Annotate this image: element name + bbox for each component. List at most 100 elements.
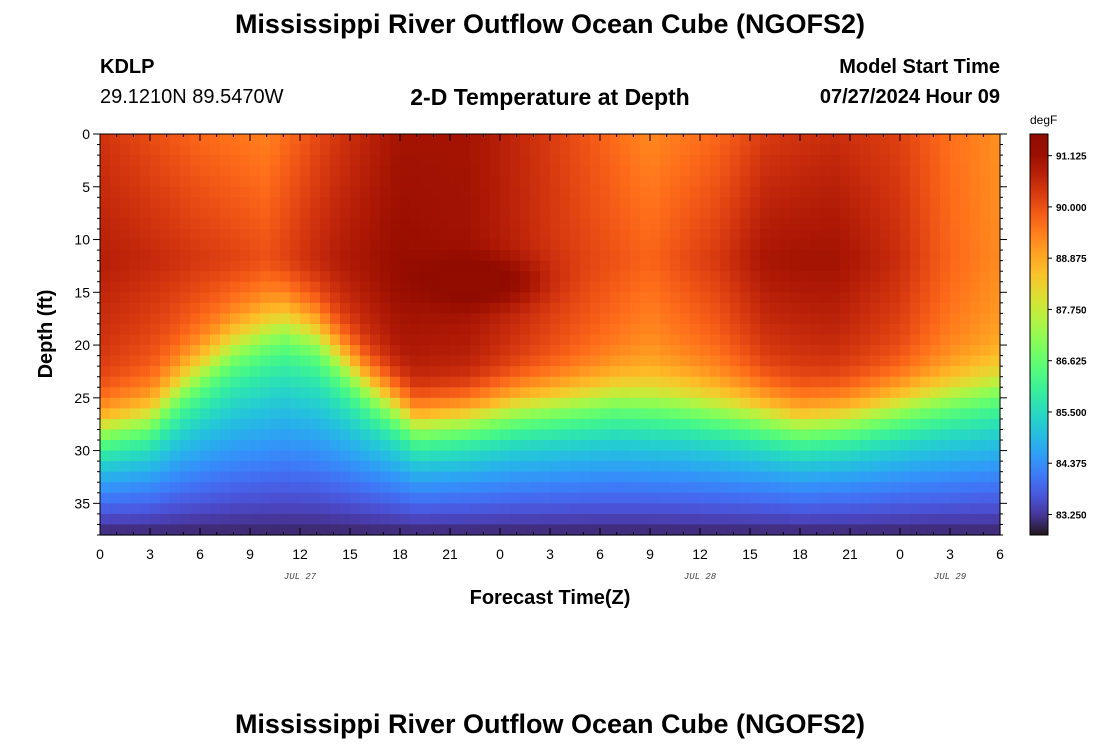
colorbar-tick-label: 90.000 bbox=[1056, 203, 1087, 214]
heat-cell bbox=[450, 376, 461, 388]
heat-cell bbox=[100, 408, 111, 420]
heat-cell bbox=[480, 387, 491, 399]
heat-cell bbox=[280, 176, 291, 188]
heat-cell bbox=[650, 165, 661, 177]
heat-cell bbox=[110, 228, 121, 241]
heat-cell bbox=[990, 513, 1001, 526]
heat-cell bbox=[240, 239, 251, 251]
heat-cell bbox=[410, 207, 421, 220]
heat-cell bbox=[230, 144, 241, 156]
heat-cell bbox=[450, 155, 461, 167]
heat-cell bbox=[880, 197, 891, 209]
heat-cell bbox=[530, 471, 541, 483]
heat-cell bbox=[530, 450, 541, 462]
heat-cell bbox=[560, 334, 571, 346]
heat-cell bbox=[700, 323, 711, 336]
heat-cell bbox=[860, 492, 871, 504]
heat-cell bbox=[620, 482, 631, 494]
heat-cell bbox=[200, 260, 211, 272]
heat-cell bbox=[940, 186, 951, 198]
heat-cell bbox=[650, 334, 661, 346]
heat-cell bbox=[820, 176, 831, 188]
heat-cell bbox=[230, 302, 241, 314]
heat-cell bbox=[620, 302, 631, 314]
heat-cell bbox=[890, 228, 901, 241]
heat-cell bbox=[530, 165, 541, 177]
heat-cell bbox=[420, 165, 431, 177]
heat-cell bbox=[100, 197, 111, 209]
heat-cell bbox=[230, 482, 241, 494]
heat-cell bbox=[620, 440, 631, 452]
heat-cell bbox=[770, 482, 781, 494]
heat-cell bbox=[890, 165, 901, 177]
heat-cell bbox=[200, 440, 211, 452]
heat-cell bbox=[400, 197, 411, 209]
heat-cell bbox=[160, 503, 171, 515]
heat-cell bbox=[360, 355, 371, 367]
heat-cell bbox=[130, 165, 141, 177]
heat-cell bbox=[920, 302, 931, 314]
heat-cell bbox=[100, 271, 111, 283]
heat-cell bbox=[370, 492, 381, 504]
heat-cell bbox=[580, 218, 591, 230]
heat-cell bbox=[760, 397, 771, 409]
heat-cell bbox=[230, 408, 241, 420]
heat-cell bbox=[850, 492, 861, 504]
heat-cell bbox=[350, 397, 361, 409]
heat-cell bbox=[160, 471, 171, 483]
heat-cell bbox=[610, 165, 621, 177]
heat-cell bbox=[370, 471, 381, 483]
heat-cell bbox=[280, 418, 291, 431]
heat-cell bbox=[340, 176, 351, 188]
heat-cell bbox=[250, 345, 261, 357]
heat-cell bbox=[100, 429, 111, 441]
heat-cell bbox=[330, 450, 341, 462]
heat-cell bbox=[400, 366, 411, 378]
heat-cell bbox=[140, 408, 151, 420]
heat-cell bbox=[140, 429, 151, 441]
heat-cell bbox=[740, 155, 751, 167]
heat-cell bbox=[390, 387, 401, 399]
heat-cell bbox=[760, 345, 771, 357]
heat-cell bbox=[710, 366, 721, 378]
heat-cell bbox=[650, 440, 661, 452]
heat-cell bbox=[280, 461, 291, 473]
heat-cell bbox=[580, 144, 591, 156]
heat-cell bbox=[770, 207, 781, 220]
heat-cell bbox=[130, 366, 141, 378]
heat-cell bbox=[990, 165, 1001, 177]
heat-cell bbox=[220, 461, 231, 473]
heat-cell bbox=[510, 397, 521, 409]
heat-cell bbox=[440, 260, 451, 272]
heat-cell bbox=[710, 408, 721, 420]
heat-cell bbox=[830, 281, 841, 293]
heat-cell bbox=[530, 176, 541, 188]
heat-cell bbox=[910, 418, 921, 431]
x-tick-label: 15 bbox=[342, 546, 358, 562]
heat-cell bbox=[580, 450, 591, 462]
heat-cell bbox=[950, 492, 961, 504]
heat-cell bbox=[620, 165, 631, 177]
heat-cell bbox=[700, 271, 711, 283]
heat-cell bbox=[220, 429, 231, 441]
heat-cell bbox=[570, 271, 581, 283]
heat-cell bbox=[400, 429, 411, 441]
heat-cell bbox=[720, 281, 731, 293]
heat-cell bbox=[500, 503, 511, 515]
colorbar-tick-label: 86.625 bbox=[1056, 357, 1087, 368]
heat-cell bbox=[280, 524, 291, 536]
heat-cell bbox=[710, 271, 721, 283]
heat-cell bbox=[440, 207, 451, 220]
heat-cell bbox=[620, 429, 631, 441]
heat-cell bbox=[830, 408, 841, 420]
heat-cell bbox=[240, 281, 251, 293]
heat-cell bbox=[970, 228, 981, 241]
heat-cell bbox=[630, 165, 641, 177]
heat-cell bbox=[850, 387, 861, 399]
heat-cell bbox=[290, 271, 301, 283]
heat-cell bbox=[750, 302, 761, 314]
heat-cell bbox=[390, 355, 401, 367]
heat-cell bbox=[860, 281, 871, 293]
heat-cell bbox=[830, 397, 841, 409]
heat-cell bbox=[510, 387, 521, 399]
